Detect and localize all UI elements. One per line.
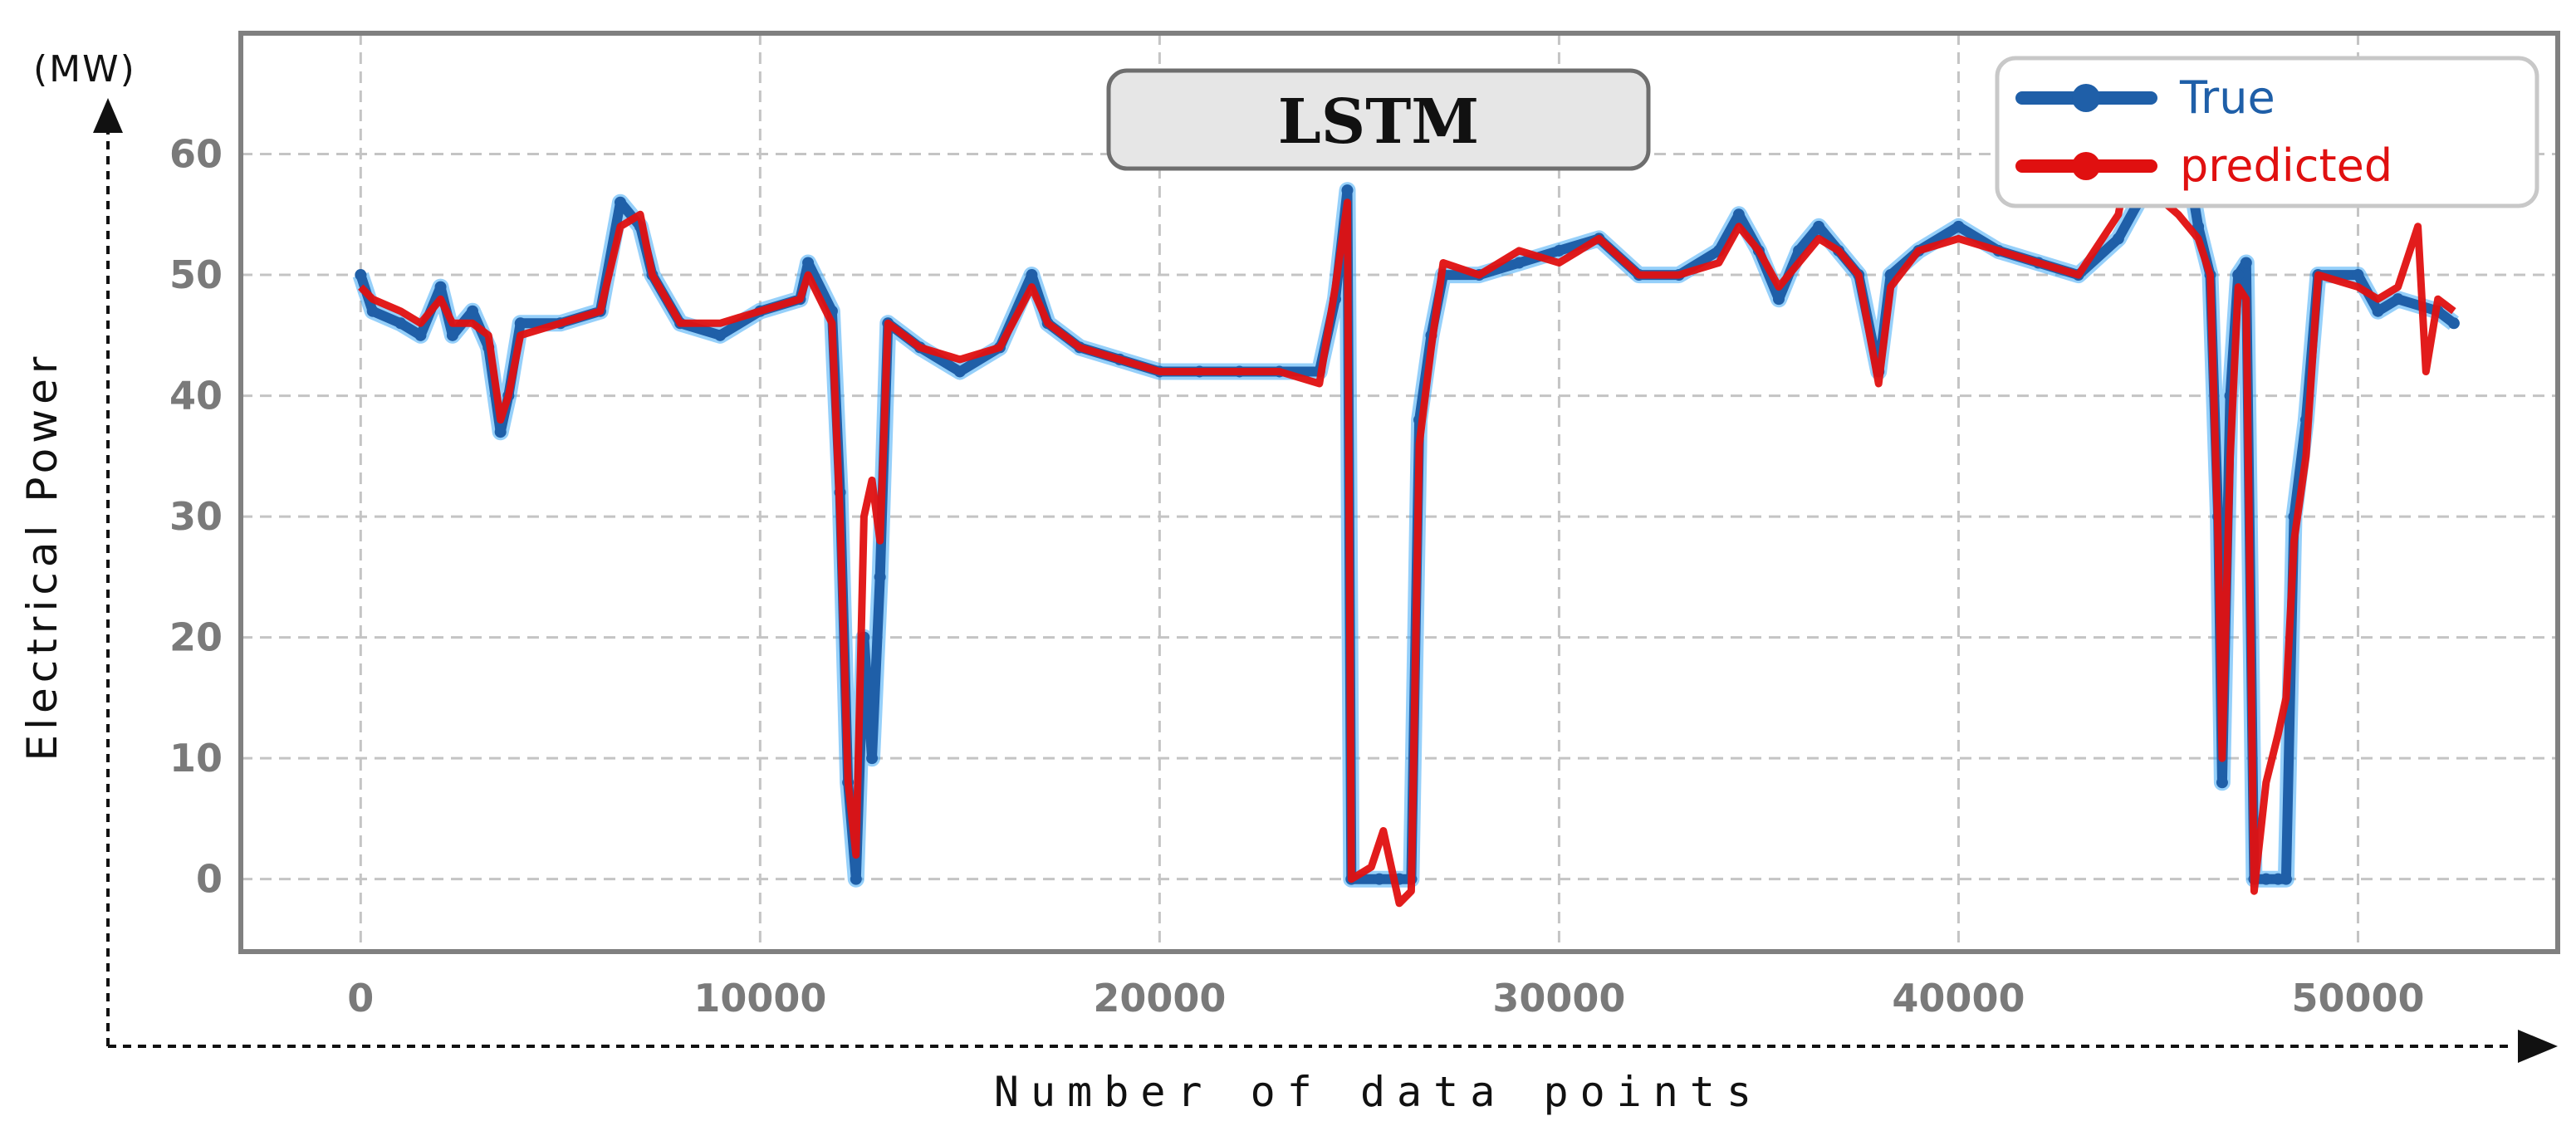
series-layer bbox=[352, 134, 2460, 908]
y-axis-title: Electrical Power bbox=[18, 352, 66, 761]
point-true-3 bbox=[414, 329, 427, 341]
y-tick-label-20: 20 bbox=[169, 615, 223, 660]
point-true-67 bbox=[1952, 220, 1965, 233]
point-true-6 bbox=[467, 305, 478, 317]
point-true-84 bbox=[2260, 873, 2272, 885]
point-true-24 bbox=[850, 873, 862, 885]
point-true-8 bbox=[494, 426, 507, 438]
point-true-92 bbox=[2392, 293, 2404, 306]
point-true-85 bbox=[2272, 873, 2285, 885]
point-true-86 bbox=[2280, 873, 2292, 885]
point-true-1 bbox=[366, 305, 379, 317]
x-tick-label-50000: 50000 bbox=[2291, 976, 2424, 1021]
point-true-51 bbox=[1513, 257, 1526, 269]
series-halo-true bbox=[352, 134, 2459, 888]
point-true-0 bbox=[355, 269, 367, 281]
point-true-79 bbox=[2216, 776, 2228, 789]
x-axis-title: Number of data points bbox=[994, 1068, 1763, 1116]
y-tick-label-40: 40 bbox=[169, 374, 223, 419]
point-true-71 bbox=[2112, 233, 2124, 245]
point-true-59 bbox=[1772, 293, 1785, 306]
y-unit-label: (MW) bbox=[33, 48, 136, 91]
point-true-20 bbox=[802, 257, 815, 269]
point-true-57 bbox=[1732, 208, 1745, 221]
x-tick-label-30000: 30000 bbox=[1492, 976, 1625, 1021]
y-axis-arrowhead bbox=[93, 98, 123, 133]
point-true-32 bbox=[1026, 269, 1038, 281]
y-tick-label-60: 60 bbox=[169, 132, 223, 177]
x-tick-labels: 0 10000 20000 30000 40000 50000 bbox=[347, 976, 2424, 1021]
chart-title: LSTM bbox=[1278, 86, 1479, 158]
plot-frame bbox=[238, 31, 2560, 954]
point-true-2 bbox=[394, 317, 407, 330]
y-tick-label-30: 30 bbox=[169, 494, 223, 539]
point-true-26 bbox=[866, 752, 879, 765]
x-tick-label-0: 0 bbox=[347, 976, 374, 1021]
point-true-61 bbox=[1813, 220, 1825, 233]
series-line-predicted bbox=[358, 150, 2456, 908]
legend-marker-true bbox=[2072, 84, 2100, 112]
point-true-52 bbox=[1553, 244, 1565, 257]
legend-marker-predicted bbox=[2072, 152, 2100, 180]
point-true-44 bbox=[1373, 873, 1385, 885]
title-box-background bbox=[1106, 68, 1651, 171]
legend-entry-predicted: predicted bbox=[2015, 140, 2392, 192]
point-true-30 bbox=[953, 365, 966, 378]
y-tick-label-50: 50 bbox=[169, 252, 223, 297]
point-true-91 bbox=[2372, 305, 2384, 317]
legend-label-predicted: predicted bbox=[2180, 140, 2392, 192]
chart-title-box: LSTM bbox=[1106, 68, 1651, 171]
point-true-90 bbox=[2352, 269, 2364, 281]
x-axis-arrowhead bbox=[2518, 1030, 2558, 1063]
point-true-81 bbox=[2232, 269, 2245, 281]
legend-entry-true: True bbox=[2015, 71, 2275, 124]
y-tick-labels: 0 10 20 30 40 50 60 bbox=[169, 132, 223, 902]
point-true-13 bbox=[614, 196, 626, 208]
point-true-27 bbox=[874, 570, 886, 583]
point-true-17 bbox=[714, 329, 727, 341]
x-tick-label-20000: 20000 bbox=[1093, 976, 1226, 1021]
point-true-10 bbox=[514, 317, 526, 330]
y-tick-label-10: 10 bbox=[169, 736, 223, 781]
x-tick-label-40000: 40000 bbox=[1892, 976, 2025, 1021]
point-true-4 bbox=[434, 281, 447, 293]
point-true-42 bbox=[1341, 184, 1354, 197]
legend: True predicted bbox=[1995, 56, 2539, 208]
point-true-94 bbox=[2447, 317, 2460, 330]
point-true-5 bbox=[446, 329, 458, 341]
point-true-82 bbox=[2240, 257, 2252, 269]
x-tick-label-10000: 10000 bbox=[693, 976, 826, 1021]
y-tick-label-0: 0 bbox=[196, 857, 223, 902]
legend-label-true: True bbox=[2179, 71, 2275, 124]
